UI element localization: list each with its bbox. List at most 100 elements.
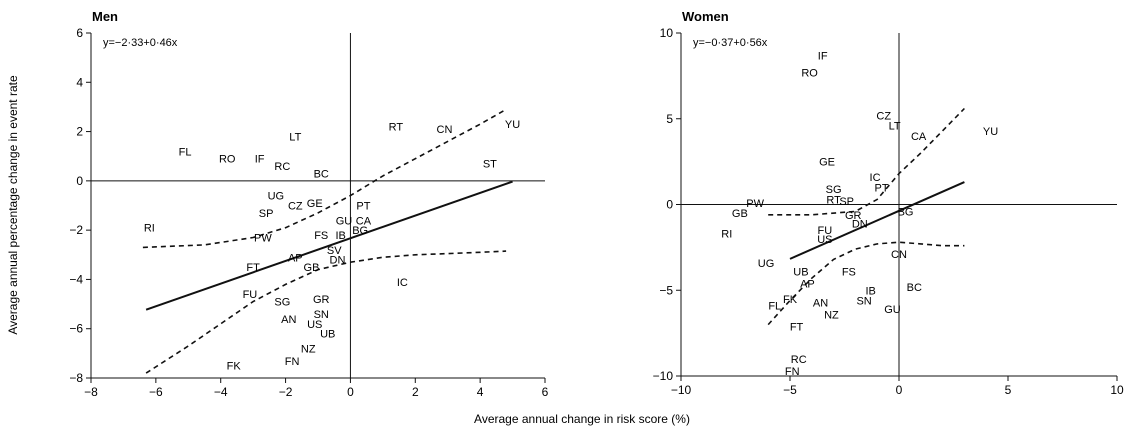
x-tick-label: 0 <box>347 385 354 399</box>
data-point-gr: GR <box>845 210 862 222</box>
data-point-ca: CA <box>911 131 927 143</box>
data-point-gu: GU <box>884 304 901 316</box>
x-axis-label: Average annual change in risk score (%) <box>474 412 690 426</box>
data-point-sv: SV <box>327 245 342 257</box>
data-point-sg: SG <box>826 184 842 196</box>
data-point-bc: BC <box>907 282 922 294</box>
data-point-ft: FT <box>790 321 804 333</box>
data-point-us: US <box>817 234 832 246</box>
data-point-sp: SP <box>839 196 854 208</box>
data-point-fs: FS <box>314 230 328 242</box>
data-point-ap: AP <box>800 278 815 290</box>
data-point-ro: RO <box>219 154 236 166</box>
data-point-dn: DN <box>330 255 346 267</box>
data-point-fl: FL <box>768 301 781 313</box>
data-point-ic: IC <box>397 277 408 289</box>
x-tick-label: 6 <box>542 385 549 399</box>
y-tick-label: 6 <box>76 26 83 40</box>
data-point-dn: DN <box>852 218 868 230</box>
y-tick-label: −4 <box>69 272 83 286</box>
x-tick-label: −10 <box>671 383 692 397</box>
data-point-cn: CN <box>891 249 907 261</box>
panel-men: −8 −6 −4 −2 0 2 4 6 −8 −6 −4 −2 0 2 4 6 Men y=−2·33+0·46x… <box>69 9 548 399</box>
data-point-cz: CZ <box>288 201 303 213</box>
data-point-cz: CZ <box>876 110 891 122</box>
data-point-ap: AP <box>288 252 303 264</box>
data-point-yu: YU <box>505 119 520 131</box>
data-point-nz: NZ <box>301 343 316 355</box>
x-tick-label: 10 <box>1110 383 1124 397</box>
data-point-ge: GE <box>307 198 323 210</box>
regression-equation: y=−2·33+0·46x <box>103 37 178 49</box>
data-point-if: IF <box>818 50 828 62</box>
y-tick-label: −8 <box>69 371 83 385</box>
y-tick-label: −2 <box>69 223 83 237</box>
y-tick-label: 5 <box>666 112 673 126</box>
data-point-ub: UB <box>320 329 335 341</box>
data-point-gb: GB <box>304 262 320 274</box>
data-point-an: AN <box>281 314 296 326</box>
y-tick-label: −6 <box>69 322 83 336</box>
data-point-yu: YU <box>983 126 998 138</box>
ci-lower-line <box>767 241 965 326</box>
data-point-pw: PW <box>254 233 272 245</box>
data-point-ic: IC <box>870 172 881 184</box>
data-point-ib: IB <box>335 230 345 242</box>
data-point-st: ST <box>483 159 497 171</box>
data-point-ri: RI <box>144 223 155 235</box>
x-tick-label: −5 <box>783 383 797 397</box>
panel-title: Women <box>682 9 729 24</box>
data-point-ro: RO <box>801 67 818 79</box>
regression-equation: y=−0·37+0·56x <box>693 37 768 49</box>
panel-women: −10 −5 0 5 10 −10 −5 0 5 10 Women y=−0·37+0·56x IFRO… <box>653 9 1124 397</box>
y-tick-label: 4 <box>76 75 83 89</box>
y-axis-label: Average annual percentage change in even… <box>6 75 20 335</box>
data-point-pw: PW <box>746 198 764 210</box>
data-point-us: US <box>307 319 322 331</box>
y-tick-label: −10 <box>653 369 674 383</box>
ci-upper-line <box>142 108 507 249</box>
data-point-lt: LT <box>289 132 301 144</box>
y-tick-label: 0 <box>666 198 673 212</box>
regression-line <box>145 180 513 311</box>
y-tick-label: −5 <box>659 283 673 297</box>
data-point-sn: SN <box>314 309 329 321</box>
data-point-fu: FU <box>243 289 258 301</box>
data-point-ub: UB <box>793 266 808 278</box>
x-tick-label: 2 <box>412 385 419 399</box>
ci-lower-line <box>145 250 507 374</box>
data-point-pt: PT <box>875 182 889 194</box>
y-tick-label: 10 <box>660 26 674 40</box>
data-point-lt: LT <box>889 121 901 133</box>
y-tick-label: 0 <box>76 174 83 188</box>
x-tick-label: −6 <box>149 385 163 399</box>
data-point-ib: IB <box>865 285 875 297</box>
data-point-gu: GU <box>336 215 353 227</box>
data-point-ge: GE <box>819 157 835 169</box>
x-tick-label: −8 <box>84 385 98 399</box>
x-tick-label: −4 <box>214 385 228 399</box>
data-point-rc: RC <box>791 354 807 366</box>
data-point-gr: GR <box>313 294 330 306</box>
x-tick-label: 4 <box>477 385 484 399</box>
data-point-sp: SP <box>259 208 274 220</box>
x-tick-label: 5 <box>1005 383 1012 397</box>
data-point-fk: FK <box>227 361 242 373</box>
data-point-ri: RI <box>721 229 732 241</box>
data-point-gb: GB <box>732 208 748 220</box>
data-point-cn: CN <box>437 124 453 136</box>
data-point-bc: BC <box>314 168 329 180</box>
data-point-fn: FN <box>785 366 800 378</box>
y-tick-label: 2 <box>76 125 83 139</box>
data-point-sn: SN <box>856 296 871 308</box>
data-point-fk: FK <box>783 294 798 306</box>
data-point-nz: NZ <box>824 309 839 321</box>
data-point-fl: FL <box>179 146 192 158</box>
x-tick-label: −2 <box>279 385 293 399</box>
data-point-bg: BG <box>898 206 914 218</box>
data-point-bg: BG <box>352 225 368 237</box>
data-point-ug: UG <box>758 258 775 270</box>
panel-title: Men <box>92 9 118 24</box>
data-point-rt: RT <box>389 122 404 134</box>
